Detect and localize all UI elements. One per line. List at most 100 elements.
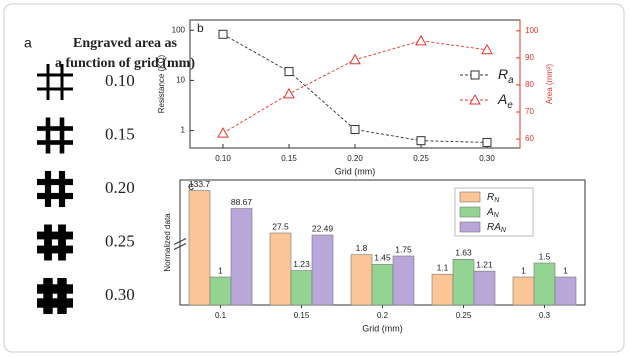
panel-label: c [188,179,194,193]
y-axis-label: Normalized data [163,213,172,272]
value-label: 22.49 [312,223,334,233]
value-label: 27.5 [272,221,289,231]
y-tick-label: 10 [176,76,185,85]
grid-icon-bar [57,278,67,314]
marker [218,29,228,39]
x-tick-label: 0.25 [456,311,472,320]
marker [217,127,229,138]
legend-label: Ra [498,66,514,86]
grid-label: 0.15 [105,124,135,143]
bar [311,234,334,306]
legend-label: RN [487,192,500,205]
grid-icon-bar [58,224,66,261]
bar [431,273,454,306]
panel-label: a [24,35,32,51]
grid-icon-bar [60,64,64,100]
value-label: 1.8 [356,243,368,253]
grid-icon-bar [37,140,73,145]
y-axis-label: Resistance (KΩ) [157,54,166,113]
legend-swatch [459,206,481,218]
bar [269,232,292,306]
x-tick-label: 0.10 [215,154,231,163]
grid-label: 0.20 [105,178,135,197]
panel-label: b [197,21,204,35]
x-axis-label: Grid (mm) [362,323,403,333]
value-label: 1.21 [476,259,493,269]
bar [188,190,211,306]
bar [230,208,253,306]
axis-break-mark [173,243,187,250]
legend-swatch [459,191,481,203]
x-tick-label: 0.15 [294,311,310,320]
grid-label: 0.25 [105,231,135,250]
bar [554,276,577,306]
bar [473,270,496,306]
x-tick-label: 0.30 [479,154,495,163]
marker [481,43,493,55]
x-axis-label: Grid (mm) [335,166,376,176]
bar [452,259,475,306]
value-label: 1.5 [539,251,551,261]
grid-icon-bar [37,126,73,131]
marker [350,125,360,135]
value-label: 1 [218,265,223,275]
bar [512,276,535,306]
figure-border [3,3,625,353]
legend-marker [469,93,481,105]
grid-icon-bar [37,284,73,294]
marker [349,53,361,65]
marker [416,136,426,146]
grid-icon-bar [37,231,73,240]
value-label: 133.7 [189,179,211,189]
y2-tick-label: 60 [525,134,534,143]
grid-icon-bar [44,224,52,261]
axis-break-mark [173,238,187,245]
x-tick-label: 0.1 [215,311,227,320]
x-tick-label: 0.20 [347,154,363,163]
marker [284,67,294,77]
y2-tick-label: 90 [525,53,534,62]
value-label: 1.23 [293,259,310,269]
bar [371,264,394,306]
x-tick-label: 0.2 [377,311,389,320]
grid-icon-bar [43,278,53,314]
grid-label: 0.30 [105,285,135,304]
bar [209,276,232,306]
y2-axis-label: Area (mm²) [545,63,554,104]
marker [415,34,427,46]
value-label: 1.45 [374,253,391,263]
series-line [222,33,488,143]
marker [482,137,492,147]
grid-icon-bar [44,171,52,207]
y2-tick-label: 80 [525,80,534,89]
grid-icon-bar [37,178,73,186]
bar [290,270,313,306]
legend-marker [470,70,480,80]
x-tick-label: 0.3 [539,311,551,320]
value-label: 1.75 [395,244,412,254]
value-label: 1.63 [455,248,472,258]
grid-icon-bar [37,192,73,200]
x-tick-label: 0.15 [281,154,297,163]
panel-title: a function of grid (mm) [55,56,195,71]
grid-icon-bar [46,64,50,100]
value-label: 1 [563,265,568,275]
value-label: 1 [521,265,526,275]
value-label: 88.67 [231,197,253,207]
grid-icon-bar [37,73,73,77]
bar [392,255,415,306]
bar [350,254,373,306]
grid-icon-bar [37,87,73,91]
grid-label: 0.10 [105,71,135,90]
grid-icon-bar [45,117,51,154]
y2-tick-label: 70 [525,107,534,116]
value-label: 1.1 [437,262,449,272]
x-tick-label: 0.25 [413,154,429,163]
y-tick-label: 100 [172,25,186,34]
grid-icon-bar [58,171,66,207]
y-tick-label: 1 [181,126,186,135]
marker [283,87,295,99]
grid-icon-bar [37,245,73,254]
y2-tick-label: 100 [525,26,539,35]
